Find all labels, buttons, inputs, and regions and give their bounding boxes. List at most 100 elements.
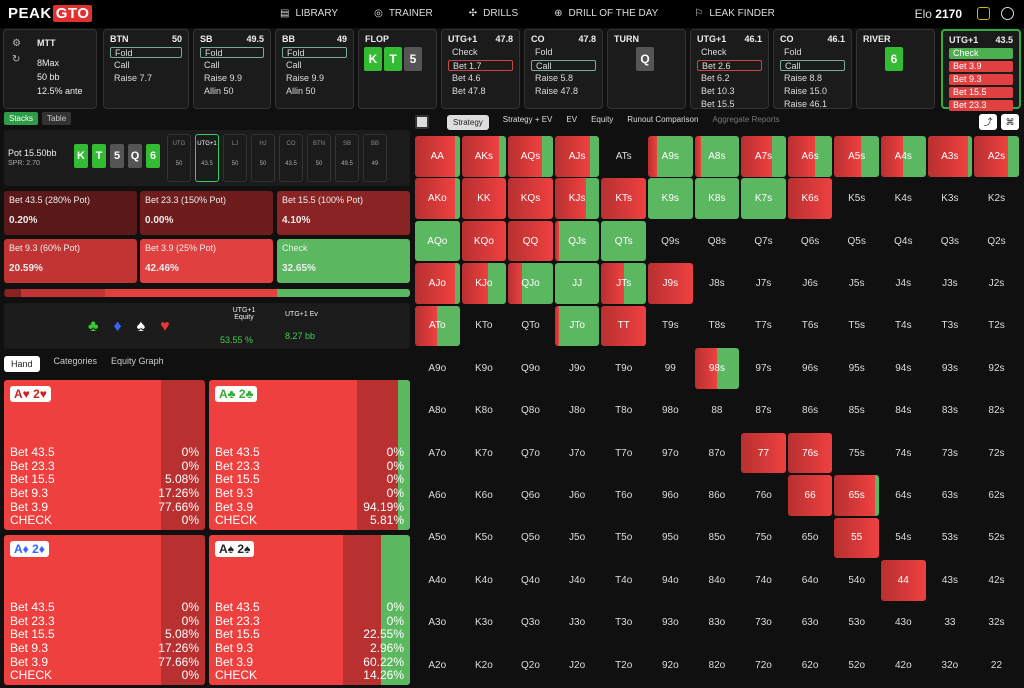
history-option[interactable]: Fold xyxy=(535,47,553,57)
hand-cell[interactable]: 97o xyxy=(648,433,693,474)
history-option[interactable]: Call xyxy=(114,60,130,70)
hand-cell[interactable]: 42o xyxy=(881,645,926,686)
hand-cell[interactable]: 74o xyxy=(741,560,786,601)
hand-cell[interactable]: J2s xyxy=(974,263,1019,304)
hand-cell[interactable]: K4s xyxy=(881,178,926,219)
hand-cell[interactable]: 75s xyxy=(834,433,879,474)
chat-icon[interactable] xyxy=(977,7,990,20)
hand-cell[interactable]: 53s xyxy=(928,518,973,559)
hand-cell[interactable]: 76o xyxy=(741,475,786,516)
history-option[interactable]: Bet 9.3 xyxy=(949,74,1013,85)
hand-cell[interactable]: Q8o xyxy=(508,390,553,431)
hand-cell[interactable]: KTo xyxy=(462,306,507,347)
hand-card[interactable]: A♥ 2♥ Bet 43.5 0% Bet 23.3 0% Bet 15.5 5.08% Be… xyxy=(4,380,205,530)
hand-cell[interactable]: A9o xyxy=(415,348,460,389)
hand-cell[interactable]: J7o xyxy=(555,433,600,474)
hand-cell[interactable]: J6o xyxy=(555,475,600,516)
action-option[interactable]: Bet 43.5 (280% Pot) 0.20% xyxy=(4,191,137,235)
hand-cell[interactable]: K8o xyxy=(462,390,507,431)
hand-cell[interactable]: 87o xyxy=(695,433,740,474)
hand-cell[interactable]: T7o xyxy=(601,433,646,474)
history-card-bb[interactable]: BB 49 Fold Call Raise 9.9 Allin 50 xyxy=(275,29,354,109)
hand-cell[interactable]: 53o xyxy=(834,602,879,643)
hand-cell[interactable]: J8s xyxy=(695,263,740,304)
history-card-utgp1[interactable]: UTG+1 46.1 Check Bet 2.6 Bet 6.2 Bet 10.3 Bet … xyxy=(690,29,769,109)
history-option[interactable]: Bet 10.3 xyxy=(701,86,735,96)
hand-cell[interactable]: 93s xyxy=(928,348,973,389)
history-option[interactable]: Fold xyxy=(784,47,802,57)
hand-cell[interactable]: 32s xyxy=(974,602,1019,643)
hand-cell[interactable]: A4o xyxy=(415,560,460,601)
history-card-river[interactable]: RIVER 6 xyxy=(856,29,935,109)
seat-co[interactable]: CO 43.5 xyxy=(279,134,303,182)
hand-cell[interactable]: 94o xyxy=(648,560,693,601)
hand-cell[interactable]: ATs xyxy=(601,136,646,177)
tab-equity-graph[interactable]: Equity Graph xyxy=(111,356,164,366)
hand-cell[interactable]: AKo xyxy=(415,178,460,219)
nav-library[interactable]: ▤ LIBRARY xyxy=(280,8,338,19)
hand-cell[interactable]: T6s xyxy=(788,306,833,347)
history-option[interactable]: Call xyxy=(286,60,302,70)
hand-card[interactable]: A♣ 2♣ Bet 43.5 0% Bet 23.3 0% Bet 15.5 0% Bet 9… xyxy=(209,380,410,530)
hand-cell[interactable]: K5s xyxy=(834,178,879,219)
history-option[interactable]: Bet 15.5 xyxy=(701,99,735,109)
tab-hand[interactable]: Hand xyxy=(4,356,40,372)
tab-table[interactable]: Table xyxy=(42,112,72,125)
action-option[interactable]: Check 32.65% xyxy=(277,239,410,283)
hand-cell[interactable]: 64s xyxy=(881,475,926,516)
refresh-icon[interactable]: ↻ xyxy=(12,54,21,65)
hand-cell[interactable]: A9s xyxy=(648,136,693,177)
hand-cell[interactable]: QTo xyxy=(508,306,553,347)
hand-cell[interactable]: J4o xyxy=(555,560,600,601)
hand-cell[interactable]: 54o xyxy=(834,560,879,601)
hand-cell[interactable]: K6s xyxy=(787,178,833,219)
history-card-co[interactable]: CO 47.8 Fold Call Raise 5.8 Raise 47.8 xyxy=(524,29,603,109)
hand-cell[interactable]: KQo xyxy=(461,220,507,262)
hand-cell[interactable]: T3o xyxy=(601,602,646,643)
hand-cell[interactable]: A2s xyxy=(974,136,1019,177)
hand-cell[interactable]: 62o xyxy=(788,645,833,686)
hand-cell[interactable]: K4o xyxy=(462,560,507,601)
hand-cell[interactable]: 95s xyxy=(834,348,879,389)
nav-drill-of-the-day[interactable]: ⊕ DRILL OF THE DAY xyxy=(554,8,658,19)
seat-bb[interactable]: BB 49 xyxy=(363,134,387,182)
hand-cell[interactable]: 63o xyxy=(788,602,833,643)
seat-sb[interactable]: SB 49.5 xyxy=(335,134,359,182)
square-icon[interactable] xyxy=(415,115,429,129)
hand-cell[interactable]: Q9o xyxy=(508,348,553,389)
hand-cell[interactable]: 76s xyxy=(787,432,833,474)
hand-cell[interactable]: J4s xyxy=(881,263,926,304)
hand-cell[interactable]: TT xyxy=(601,305,646,347)
hand-cell[interactable]: 82s xyxy=(974,390,1019,431)
hand-cell[interactable]: 52o xyxy=(834,645,879,686)
hand-cell[interactable]: 85s xyxy=(834,390,879,431)
hand-card[interactable]: A♠ 2♠ Bet 43.5 0% Bet 23.3 0% Bet 15.5 22.55% B… xyxy=(209,535,410,685)
heart-icon[interactable]: ♥ xyxy=(160,318,170,335)
seat-lj[interactable]: LJ 50 xyxy=(223,134,247,182)
hand-cell[interactable]: 73s xyxy=(928,433,973,474)
history-option[interactable]: Raise 46.1 xyxy=(784,99,828,109)
hand-cell[interactable]: 92s xyxy=(974,348,1019,389)
hand-cell[interactable]: Q5s xyxy=(834,221,879,262)
history-option[interactable]: Bet 4.6 xyxy=(452,73,481,83)
nav-drills[interactable]: ✣ DRILLS xyxy=(469,8,518,19)
gamepad-icon[interactable]: ⌘ xyxy=(1001,114,1019,130)
tab-runout-comparison[interactable]: Runout Comparison xyxy=(627,114,699,124)
hand-cell[interactable]: AQo xyxy=(415,220,460,262)
hand-cell[interactable]: K3s xyxy=(928,178,973,219)
history-card-turn[interactable]: TURN Q xyxy=(607,29,686,109)
hand-cell[interactable]: 42s xyxy=(974,560,1019,601)
hand-cell[interactable]: K9o xyxy=(462,348,507,389)
hand-cell[interactable]: 99 xyxy=(648,348,693,389)
hand-cell[interactable]: Q3s xyxy=(928,221,973,262)
history-option[interactable]: Raise 5.8 xyxy=(535,73,574,83)
action-option[interactable]: Bet 9.3 (60% Pot) 20.59% xyxy=(4,239,137,283)
history-option[interactable]: Raise 15.0 xyxy=(784,86,828,96)
hand-cell[interactable]: 73o xyxy=(741,602,786,643)
hand-cell[interactable]: 94s xyxy=(881,348,926,389)
hand-cell[interactable]: A8o xyxy=(415,390,460,431)
hand-cell[interactable]: ATo xyxy=(415,305,460,347)
hand-cell[interactable]: 95o xyxy=(648,518,693,559)
share-icon[interactable]: ⤴ xyxy=(979,114,997,130)
hand-cell[interactable]: Q2s xyxy=(974,221,1019,262)
